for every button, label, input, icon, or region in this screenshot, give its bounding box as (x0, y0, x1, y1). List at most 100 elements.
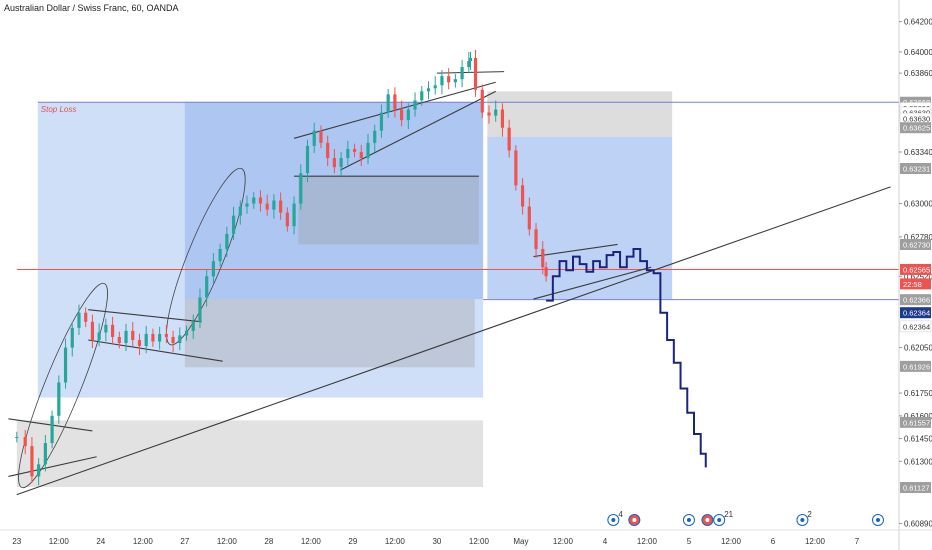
candle-body[interactable] (420, 91, 424, 101)
candle-body[interactable] (171, 336, 175, 344)
candle-body[interactable] (359, 151, 363, 159)
candle-body[interactable] (312, 130, 316, 146)
candle-body[interactable] (104, 324, 108, 333)
price-badge[interactable] (900, 278, 931, 290)
candle-body[interactable] (339, 158, 343, 168)
candle-body[interactable] (468, 57, 473, 62)
candle-body[interactable] (447, 76, 451, 83)
annotation-ellipse-2[interactable] (154, 162, 259, 352)
price-badge[interactable] (900, 294, 931, 306)
price-badge[interactable] (900, 416, 931, 428)
candle-body[interactable] (534, 229, 538, 250)
candle-body[interactable] (379, 112, 384, 131)
candle-body[interactable] (164, 333, 168, 337)
candle-body[interactable] (500, 109, 505, 128)
gray-block-b[interactable] (298, 176, 479, 245)
price-badge[interactable] (900, 307, 931, 319)
candle-body[interactable] (117, 336, 121, 344)
candle-body[interactable] (440, 76, 444, 86)
candle-body[interactable] (541, 249, 545, 268)
candle-body[interactable] (198, 297, 202, 322)
candle-body[interactable] (346, 148, 350, 159)
candle-body[interactable] (57, 382, 61, 416)
candle-body[interactable] (191, 321, 195, 331)
candle-body[interactable] (110, 324, 115, 337)
price-badge[interactable] (899, 320, 932, 333)
candle-body[interactable] (386, 94, 390, 113)
candle-body[interactable] (373, 130, 377, 143)
candle-body[interactable] (23, 437, 27, 447)
candle-body[interactable] (90, 321, 95, 340)
candle-body[interactable] (272, 200, 276, 210)
candle-body[interactable] (43, 443, 47, 465)
candle-body[interactable] (393, 94, 397, 110)
price-badge[interactable] (900, 263, 931, 275)
candle-body[interactable] (514, 150, 518, 186)
candle-body[interactable] (305, 145, 310, 174)
long-trendline[interactable] (16, 186, 891, 496)
low-line-2[interactable] (8, 456, 97, 477)
gray-block-c[interactable] (16, 420, 484, 488)
candle-body[interactable] (218, 249, 222, 262)
annotation-ellipse-1[interactable] (5, 277, 121, 494)
candle-body[interactable] (84, 312, 88, 322)
candle-body[interactable] (144, 333, 148, 347)
candle-body[interactable] (400, 109, 404, 121)
price-badge[interactable] (900, 360, 931, 372)
candle-body[interactable] (319, 130, 323, 143)
candle-body[interactable] (151, 333, 155, 342)
candle-body[interactable] (231, 215, 236, 234)
candle-body[interactable] (97, 332, 101, 340)
candle-body[interactable] (453, 79, 457, 83)
flag-top-30[interactable] (436, 71, 505, 74)
candle-body[interactable] (326, 142, 330, 159)
price-badge[interactable] (900, 163, 931, 175)
candle-body[interactable] (178, 335, 182, 344)
candle-body[interactable] (252, 197, 256, 204)
sl-zone[interactable] (487, 91, 673, 137)
candle-body[interactable] (352, 148, 357, 152)
candle-body[interactable] (211, 261, 216, 277)
candle-body[interactable] (299, 173, 303, 204)
candle-body[interactable] (137, 339, 142, 347)
candle-body[interactable] (30, 446, 34, 477)
flag-1-top[interactable] (88, 309, 202, 323)
candle-body[interactable] (50, 415, 54, 444)
candle-body[interactable] (37, 464, 41, 477)
candle-body[interactable] (366, 142, 370, 159)
candle-body[interactable] (527, 206, 531, 230)
candle-body[interactable] (460, 67, 464, 80)
candle-body[interactable] (131, 330, 135, 340)
candle-body[interactable] (225, 233, 229, 250)
flag-1-bottom[interactable] (88, 339, 223, 362)
price-badge[interactable] (900, 96, 931, 108)
candle-body[interactable] (77, 312, 81, 328)
candle-body[interactable] (544, 267, 548, 277)
candle-body[interactable] (292, 203, 296, 227)
low-line[interactable] (8, 418, 93, 432)
tp-zone[interactable] (487, 136, 673, 300)
candle-body[interactable] (15, 437, 19, 439)
candle-body[interactable] (433, 85, 437, 89)
wedge-top[interactable] (533, 243, 618, 258)
candle-body[interactable] (245, 203, 249, 207)
candle-body[interactable] (285, 212, 289, 227)
candle-body[interactable] (520, 185, 525, 207)
candle-body[interactable] (184, 330, 189, 336)
gray-block-a[interactable] (184, 299, 475, 368)
candle-body[interactable] (124, 330, 128, 344)
candle-body[interactable] (265, 203, 269, 210)
flag-2-bottom[interactable] (340, 90, 496, 171)
price-badge[interactable] (900, 482, 931, 494)
candle-body[interactable] (70, 327, 74, 348)
candle-body[interactable] (238, 206, 242, 216)
candle-body[interactable] (158, 333, 162, 342)
candle-body[interactable] (473, 57, 478, 90)
candle-body[interactable] (494, 109, 498, 116)
projection-path[interactable] (546, 248, 707, 468)
candle-body[interactable] (332, 158, 336, 168)
candle-body[interactable] (258, 197, 263, 204)
candle-body[interactable] (426, 88, 431, 92)
